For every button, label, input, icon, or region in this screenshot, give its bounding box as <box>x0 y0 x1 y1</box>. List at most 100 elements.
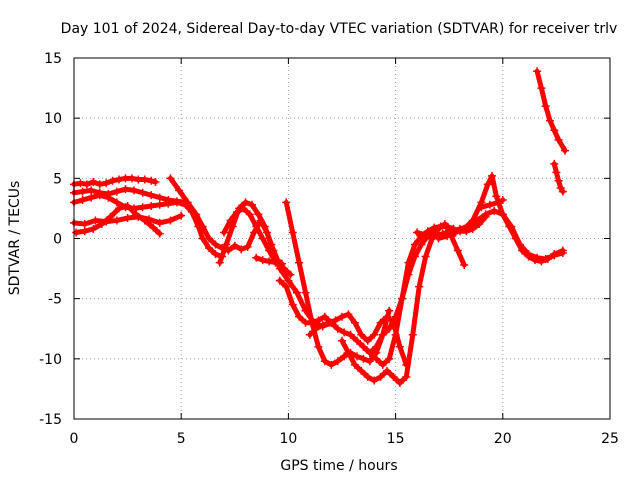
data-point <box>383 312 392 321</box>
data-point <box>395 342 404 351</box>
data-point <box>320 312 329 321</box>
data-point <box>385 324 394 333</box>
data-point <box>260 222 269 231</box>
x-axis-label: GPS time / hours <box>280 458 397 474</box>
series-track-9 <box>252 253 286 268</box>
data-point <box>192 210 201 219</box>
data-point <box>301 288 310 297</box>
data-point <box>413 228 422 237</box>
data-point <box>498 195 507 204</box>
data-point <box>237 245 246 254</box>
data-point <box>485 200 494 209</box>
data-point <box>378 360 387 369</box>
data-point <box>115 175 124 184</box>
data-point <box>198 222 207 231</box>
data-point <box>385 354 394 363</box>
data-point <box>370 330 379 339</box>
series-track-17 <box>477 195 507 212</box>
x-tick-label: 0 <box>70 431 79 447</box>
data-point <box>220 228 229 237</box>
data-point <box>277 259 286 268</box>
data-point <box>488 171 497 180</box>
data-point <box>87 193 96 202</box>
data-point <box>243 242 252 251</box>
data-point <box>333 324 342 333</box>
data-point <box>333 357 342 366</box>
x-tick-label: 25 <box>601 431 619 447</box>
data-point <box>410 252 419 261</box>
data-point <box>558 246 567 255</box>
data-point <box>205 244 214 253</box>
data-point <box>226 216 235 225</box>
data-point <box>541 102 550 111</box>
data-point <box>177 211 186 220</box>
axes: 0 5 10 15 20 25 -15 -10 -5 0 5 10 15 <box>39 51 619 447</box>
data-point <box>155 218 164 227</box>
data-point <box>112 216 121 225</box>
data-point <box>533 67 542 76</box>
data-point <box>123 202 132 211</box>
data-point <box>78 187 87 196</box>
data-point <box>265 257 274 266</box>
data-point <box>453 246 462 255</box>
data-point <box>415 282 424 291</box>
data-point <box>80 220 89 229</box>
data-point <box>147 176 156 185</box>
data-point <box>451 228 460 237</box>
data-point <box>346 330 355 339</box>
data-point <box>537 84 546 93</box>
data-point <box>155 193 164 202</box>
y-tick-label: -10 <box>39 352 62 368</box>
data-point <box>258 234 267 243</box>
data-point <box>215 258 224 267</box>
series-trail <box>360 229 437 356</box>
data-point <box>481 210 490 219</box>
y-axis-label: SDTVAR / TECUs <box>7 181 23 296</box>
data-point <box>252 253 261 262</box>
data-point <box>241 198 250 207</box>
data-point <box>552 168 561 177</box>
data-point <box>357 330 366 339</box>
data-point <box>505 222 514 231</box>
data-point <box>434 224 443 233</box>
data-point <box>511 234 520 243</box>
data-point <box>365 357 374 366</box>
data-point <box>353 336 362 345</box>
data-point <box>545 116 554 125</box>
data-point <box>490 206 499 215</box>
data-point <box>338 336 346 345</box>
data-point <box>252 222 261 231</box>
data-point <box>292 288 301 297</box>
data-point <box>524 252 533 261</box>
data-point <box>320 357 329 366</box>
y-tick-label: -15 <box>39 412 62 428</box>
data-point <box>275 276 284 285</box>
data-point <box>87 186 96 195</box>
data-point <box>95 180 104 189</box>
data-point <box>164 199 173 208</box>
data-layer <box>70 67 569 387</box>
series-track-18 <box>533 67 569 155</box>
data-point <box>430 232 439 241</box>
data-point <box>365 348 374 357</box>
data-point <box>282 282 291 291</box>
data-point <box>537 257 546 266</box>
data-point <box>350 360 359 369</box>
data-point <box>340 352 349 361</box>
data-point <box>147 202 156 211</box>
y-tick-label: 15 <box>44 51 62 67</box>
data-point <box>340 328 349 337</box>
data-point <box>295 312 304 321</box>
data-point <box>288 300 297 309</box>
data-point <box>265 246 274 255</box>
data-point <box>82 180 91 189</box>
data-point <box>370 376 379 385</box>
data-point <box>344 310 353 319</box>
data-point <box>558 187 567 196</box>
data-point <box>130 186 139 195</box>
data-point <box>115 204 124 213</box>
y-tick-label: 10 <box>44 111 62 127</box>
data-point <box>95 191 104 200</box>
